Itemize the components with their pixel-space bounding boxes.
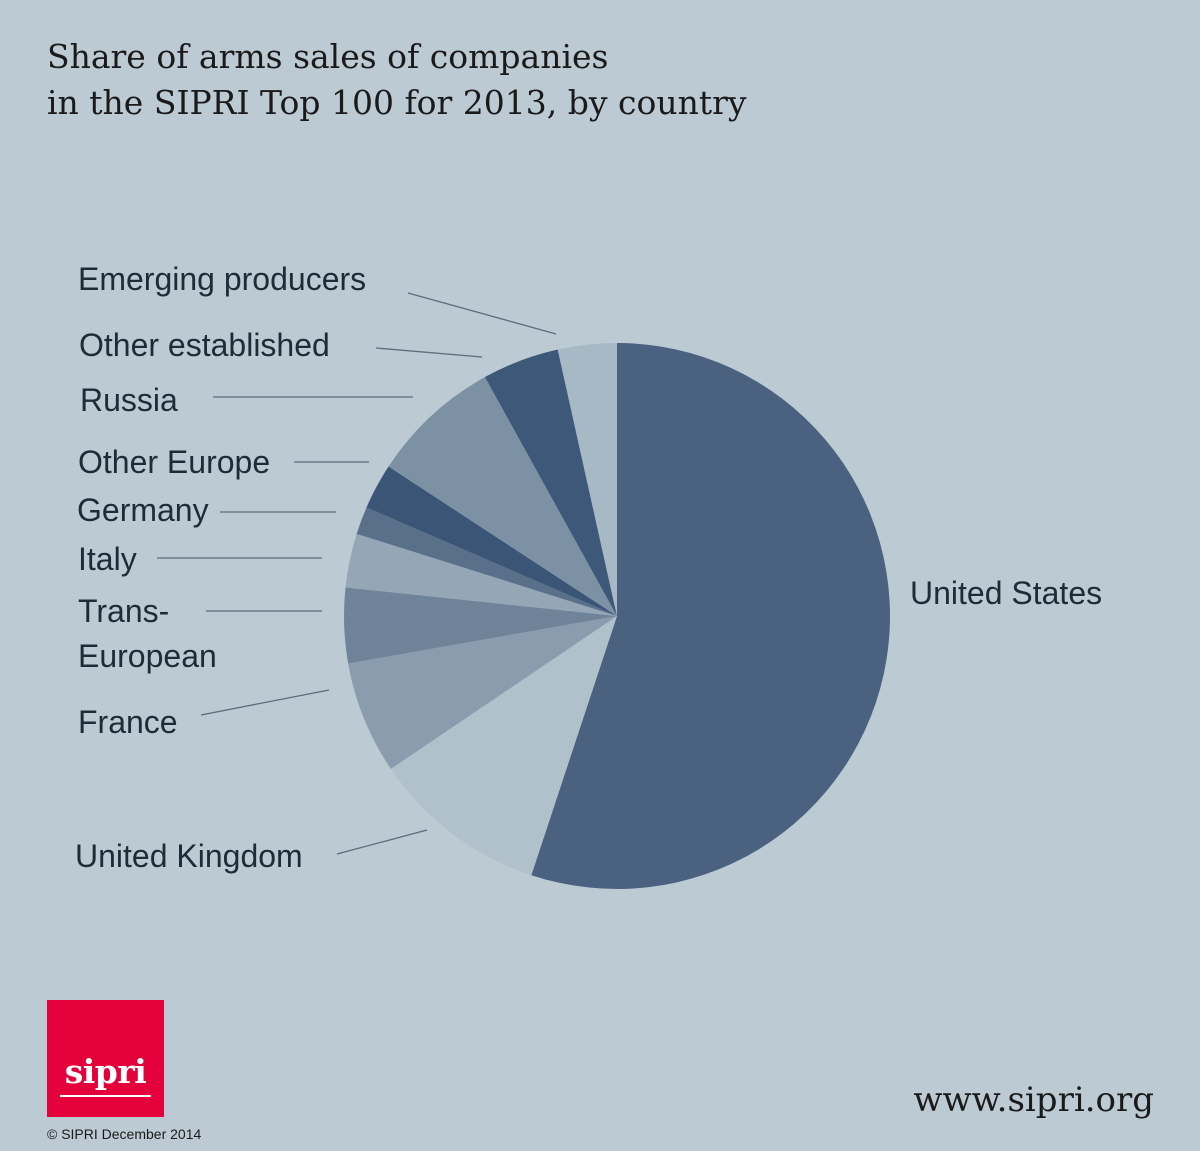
label-russia: Russia bbox=[80, 382, 178, 418]
slice-other-europe bbox=[366, 466, 617, 616]
label-other-europe: Other Europe bbox=[78, 444, 270, 480]
sipri-logo[interactable]: sipri bbox=[47, 1000, 164, 1117]
slice-emerging-producers bbox=[557, 343, 617, 616]
label-trans-european-line1: Trans- bbox=[78, 593, 169, 629]
pie-slices bbox=[343, 343, 890, 889]
copyright-notice: © SIPRI December 2014 bbox=[47, 1126, 202, 1142]
slice-russia bbox=[388, 377, 617, 616]
slice-other-established bbox=[484, 349, 617, 616]
website-link[interactable]: www.sipri.org bbox=[913, 1080, 1154, 1120]
label-emerging-producers: Emerging producers bbox=[78, 261, 366, 297]
leader-united-kingdom bbox=[336, 829, 428, 855]
leader-france bbox=[200, 689, 330, 716]
title-line-1: Share of arms sales of companies bbox=[47, 37, 609, 76]
leader-lines bbox=[157, 292, 557, 855]
label-italy: Italy bbox=[78, 541, 137, 577]
title-line-2: in the SIPRI Top 100 for 2013, by countr… bbox=[47, 83, 747, 122]
label-france: France bbox=[78, 704, 178, 740]
label-germany: Germany bbox=[77, 492, 209, 528]
logo-underline bbox=[60, 1095, 151, 1097]
logo-text: sipri bbox=[64, 1052, 147, 1091]
slice-united-states bbox=[531, 343, 890, 889]
label-united-kingdom: United Kingdom bbox=[75, 838, 303, 874]
leader-emerging-producers bbox=[407, 292, 557, 335]
leader-other-established bbox=[375, 347, 483, 358]
slice-italy bbox=[345, 533, 617, 616]
slice-germany bbox=[356, 507, 617, 616]
slice-france bbox=[348, 616, 617, 769]
chart-title: Share of arms sales of companies in the … bbox=[47, 34, 747, 126]
label-trans-european-line2: European bbox=[78, 638, 217, 674]
slice-trans-european bbox=[343, 587, 617, 664]
label-other-established: Other established bbox=[79, 327, 330, 363]
slice-united-kingdom bbox=[390, 616, 617, 876]
label-united-states: United States bbox=[910, 575, 1102, 611]
